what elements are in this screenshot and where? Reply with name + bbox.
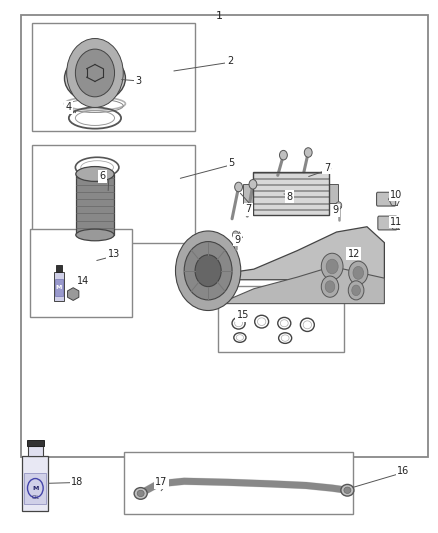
Text: 10: 10 xyxy=(390,190,403,200)
Polygon shape xyxy=(22,456,48,512)
Polygon shape xyxy=(28,446,43,456)
Ellipse shape xyxy=(134,488,147,499)
Text: 7: 7 xyxy=(324,163,330,173)
Circle shape xyxy=(321,276,339,297)
Text: 15: 15 xyxy=(237,310,249,320)
Ellipse shape xyxy=(137,490,144,497)
Bar xyxy=(124,451,353,514)
Text: 9: 9 xyxy=(332,205,339,215)
Text: 6: 6 xyxy=(99,172,106,181)
Bar xyxy=(25,473,46,504)
Bar xyxy=(32,144,195,243)
Polygon shape xyxy=(67,288,79,301)
Bar xyxy=(253,191,329,197)
FancyBboxPatch shape xyxy=(378,216,397,230)
Text: 8: 8 xyxy=(286,191,293,201)
Bar xyxy=(253,185,329,190)
Circle shape xyxy=(326,259,338,274)
Bar xyxy=(218,286,344,352)
Text: 18: 18 xyxy=(71,477,84,487)
Circle shape xyxy=(279,150,287,160)
Ellipse shape xyxy=(344,487,351,494)
Ellipse shape xyxy=(341,484,354,496)
Text: OIL: OIL xyxy=(32,495,39,500)
Text: M: M xyxy=(56,285,62,289)
Polygon shape xyxy=(56,265,62,272)
Circle shape xyxy=(184,241,232,300)
Circle shape xyxy=(176,231,241,311)
Text: 11: 11 xyxy=(390,217,403,227)
Bar xyxy=(30,229,132,317)
Text: 9: 9 xyxy=(234,235,240,245)
Bar xyxy=(32,22,195,131)
Circle shape xyxy=(352,285,360,296)
FancyBboxPatch shape xyxy=(377,192,396,206)
Circle shape xyxy=(235,182,243,192)
Polygon shape xyxy=(243,184,253,203)
Ellipse shape xyxy=(76,229,114,241)
Circle shape xyxy=(304,148,312,157)
Circle shape xyxy=(353,266,364,279)
Bar xyxy=(55,279,63,296)
Ellipse shape xyxy=(76,166,114,181)
Text: 4: 4 xyxy=(66,102,72,112)
Text: 12: 12 xyxy=(348,249,360,259)
Text: 7: 7 xyxy=(245,204,251,214)
Circle shape xyxy=(349,261,368,285)
Circle shape xyxy=(75,49,115,97)
Polygon shape xyxy=(329,184,339,203)
Polygon shape xyxy=(219,266,385,304)
Text: 14: 14 xyxy=(77,276,89,286)
Circle shape xyxy=(348,281,364,300)
Polygon shape xyxy=(182,227,385,280)
Bar xyxy=(253,204,329,209)
Text: 13: 13 xyxy=(108,249,120,260)
Polygon shape xyxy=(27,440,44,446)
Text: 17: 17 xyxy=(155,477,168,487)
Circle shape xyxy=(336,202,342,209)
Text: 1: 1 xyxy=(215,11,223,21)
Text: 16: 16 xyxy=(397,466,409,475)
Bar xyxy=(253,210,329,215)
Circle shape xyxy=(325,281,335,293)
Text: 2: 2 xyxy=(227,56,233,66)
Circle shape xyxy=(233,231,239,238)
Bar xyxy=(21,14,428,457)
Circle shape xyxy=(321,253,343,280)
Polygon shape xyxy=(76,174,114,235)
Polygon shape xyxy=(53,272,64,301)
Bar xyxy=(253,173,329,178)
Circle shape xyxy=(249,180,257,189)
Ellipse shape xyxy=(64,54,125,102)
Bar xyxy=(253,198,329,203)
Text: 5: 5 xyxy=(228,158,234,168)
Bar xyxy=(253,179,329,184)
Text: 3: 3 xyxy=(135,76,141,86)
Bar xyxy=(253,172,329,215)
Circle shape xyxy=(67,38,123,108)
Text: M: M xyxy=(32,486,39,490)
Circle shape xyxy=(195,255,221,287)
